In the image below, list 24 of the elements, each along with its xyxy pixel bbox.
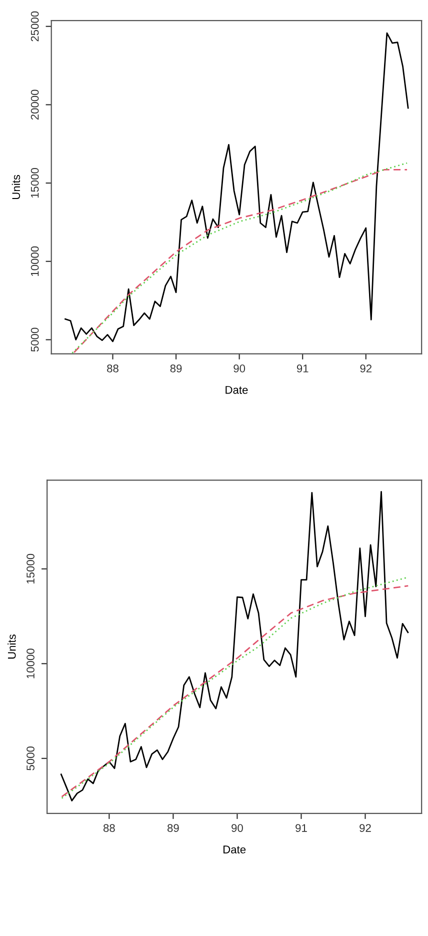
y-tick-label: 10000 bbox=[30, 246, 39, 276]
line-series bbox=[64, 32, 409, 342]
x-tick-label: 88 bbox=[107, 364, 118, 372]
y-tick-label: 15000 bbox=[26, 554, 34, 584]
x-tick-label: 91 bbox=[296, 824, 307, 832]
x-tick-label: 89 bbox=[167, 824, 179, 832]
x-tick-label: 89 bbox=[170, 364, 182, 372]
x-tick-label: 88 bbox=[103, 824, 115, 832]
y-tick-label: 15000 bbox=[30, 168, 39, 198]
x-tick-label: 91 bbox=[296, 364, 308, 372]
x-axis-title: Date bbox=[226, 386, 248, 394]
x-tick-label: 92 bbox=[360, 824, 371, 832]
y-tick-label: 20000 bbox=[30, 90, 39, 120]
y-axis-title: Units bbox=[12, 174, 20, 199]
y-tick-label: 5000 bbox=[26, 746, 34, 770]
y-tick-label: 10000 bbox=[26, 648, 34, 678]
y-tick-label: 25000 bbox=[30, 11, 39, 42]
x-axis-title: Date bbox=[224, 846, 246, 854]
line-series bbox=[60, 491, 409, 802]
x-tick-label: 90 bbox=[234, 364, 246, 372]
x-tick-label: 92 bbox=[360, 364, 372, 372]
y-axis-title: Units bbox=[8, 634, 16, 659]
y-tick-label: 5000 bbox=[30, 328, 39, 352]
x-tick-label: 90 bbox=[232, 824, 243, 832]
